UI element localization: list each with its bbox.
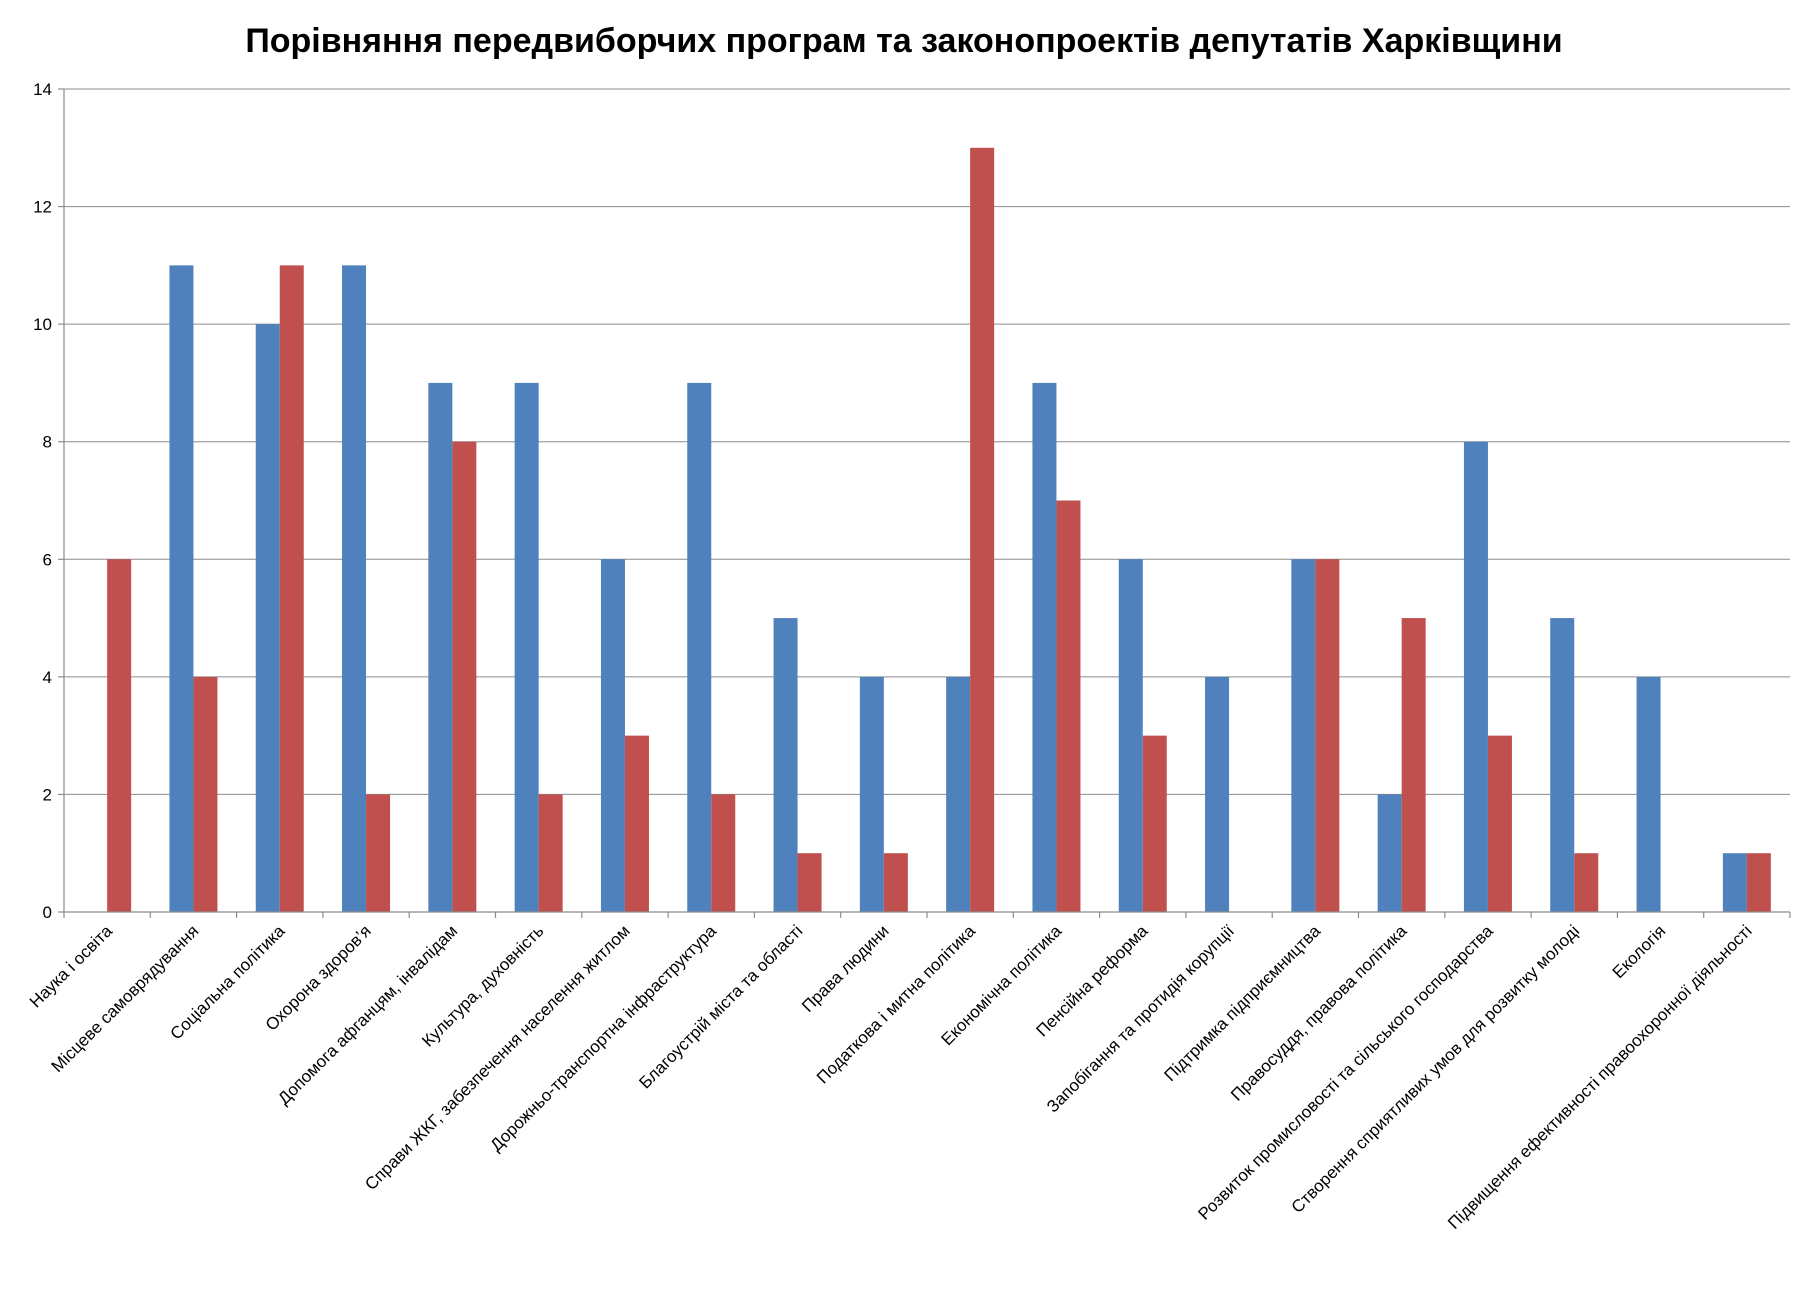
bar-series-2-cat-18 [1574, 853, 1599, 912]
bar-series-1-cat-11 [946, 676, 971, 912]
bar-series-2-cat-20 [1746, 853, 1771, 912]
gridlines [64, 88, 1790, 795]
x-category-label: Правосуддя, правова політика [1227, 921, 1411, 1105]
bar-series-2-cat-2 [193, 676, 218, 912]
x-category-label: Екологія [1609, 921, 1670, 982]
chart-title: Порівняння передвиборчих програм та зако… [245, 22, 1562, 60]
x-category-label: Місцеве самоврядування [48, 921, 203, 1076]
bar-series-2-cat-3 [279, 265, 304, 912]
y-tick-label: 8 [43, 433, 52, 452]
bars [107, 147, 1771, 913]
bar-series-2-cat-1 [107, 559, 132, 912]
x-category-label: Розвиток промисловості та сільського гос… [1194, 921, 1497, 1224]
y-tick-label: 6 [43, 550, 52, 569]
bar-series-1-cat-7 [600, 559, 625, 912]
y-tick-label: 0 [43, 903, 52, 922]
y-tick-label: 2 [43, 785, 52, 804]
bar-series-1-cat-15 [1291, 559, 1316, 912]
bar-series-1-cat-8 [687, 382, 712, 912]
bar-series-1-cat-14 [1205, 676, 1230, 912]
bar-series-2-cat-16 [1401, 618, 1426, 912]
x-category-label: Права людини [798, 921, 893, 1016]
bar-series-1-cat-4 [342, 265, 367, 912]
bar-series-1-cat-20 [1722, 853, 1747, 912]
y-tick-label: 10 [33, 315, 52, 334]
bar-series-1-cat-19 [1636, 676, 1661, 912]
bar-series-1-cat-12 [1032, 382, 1057, 912]
bar-series-1-cat-2 [169, 265, 194, 912]
y-tick-label: 14 [33, 80, 52, 99]
bar-series-2-cat-12 [1056, 500, 1081, 912]
bar-series-2-cat-17 [1487, 735, 1512, 912]
x-category-label: Податкова і митна політика [813, 921, 979, 1087]
bar-series-2-cat-9 [797, 853, 822, 912]
bar-series-1-cat-18 [1550, 618, 1575, 912]
bar-series-1-cat-10 [859, 676, 884, 912]
bar-series-2-cat-6 [538, 794, 563, 912]
bar-series-2-cat-11 [970, 147, 995, 913]
bar-series-2-cat-10 [883, 853, 908, 912]
x-category-label: Запобігання та протидія корупції [1043, 921, 1238, 1116]
x-category-label: Наука і освіта [26, 921, 116, 1011]
x-category-label: Підтримка підприємництва [1161, 921, 1325, 1085]
y-tick-label: 12 [33, 198, 52, 217]
bar-series-2-cat-4 [366, 794, 391, 912]
x-category-label: Благоустрій міста та області [635, 921, 806, 1092]
bar-series-2-cat-15 [1315, 559, 1340, 912]
bar-series-2-cat-8 [711, 794, 736, 912]
bar-series-2-cat-7 [624, 735, 649, 912]
x-category-label: Створення сприятливих умов для розвитку … [1288, 921, 1583, 1216]
y-tick-label: 4 [43, 668, 52, 687]
bar-series-1-cat-5 [428, 382, 453, 912]
axes [58, 88, 1791, 918]
bar-series-1-cat-13 [1118, 559, 1143, 912]
bar-series-1-cat-17 [1463, 441, 1488, 912]
bar-series-2-cat-13 [1142, 735, 1167, 912]
x-category-label: Допомога афганцям, інвалідам [274, 921, 461, 1108]
bar-series-1-cat-6 [514, 382, 539, 912]
y-axis-ticks: 0 2 4 6 8 10 12 14 [33, 80, 52, 922]
bar-series-1-cat-3 [255, 324, 280, 913]
x-category-label: Підвищення ефективності правоохоронної д… [1444, 921, 1755, 1232]
bar-series-1-cat-16 [1377, 794, 1402, 912]
bar-series-2-cat-5 [452, 441, 477, 912]
bar-series-1-cat-9 [773, 618, 798, 912]
